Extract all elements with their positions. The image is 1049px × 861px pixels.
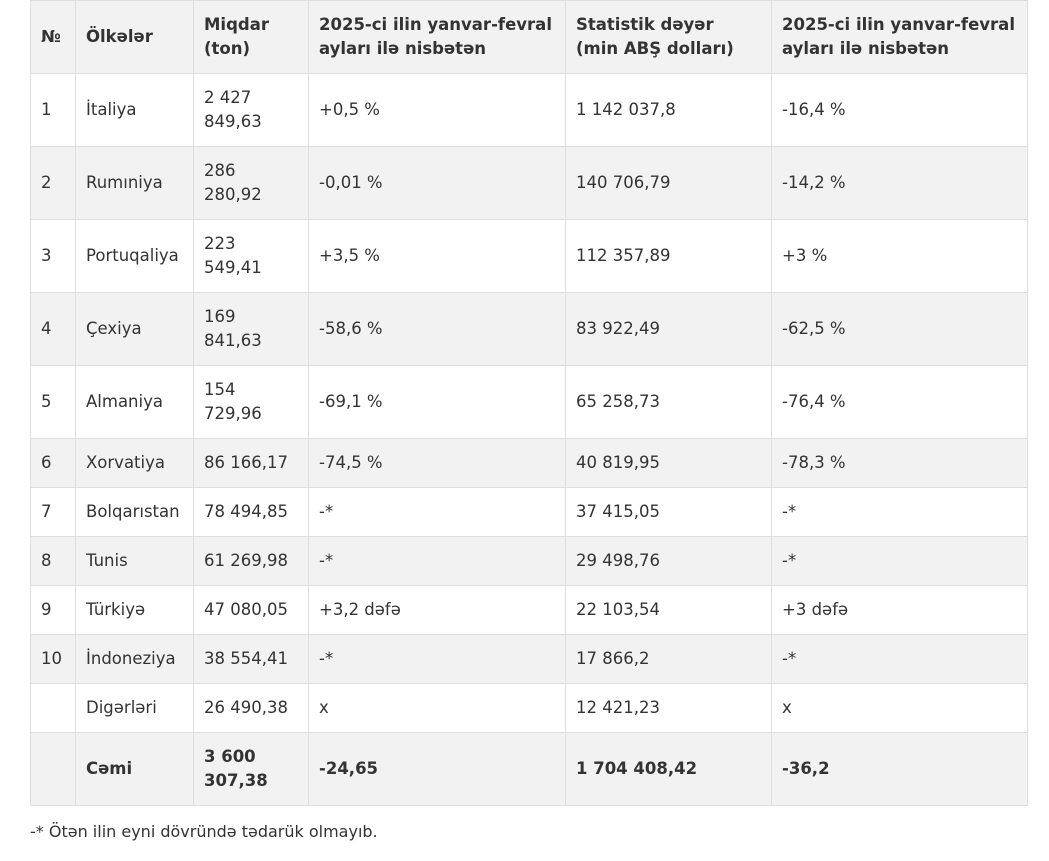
cell: 29 498,76: [565, 536, 772, 586]
cell: 2 427 849,63: [193, 73, 309, 147]
header-cell: Statistik dəyər (min ABŞ dolları): [565, 0, 772, 74]
cell: x: [308, 683, 566, 733]
cell: 22 103,54: [565, 585, 772, 635]
cell: -62,5 %: [771, 292, 1028, 366]
cell: 83 922,49: [565, 292, 772, 366]
cell: Cəmi: [75, 732, 194, 806]
table-row: 1 İtaliya 2 427 849,63 +0,5 % 1 142 037,8 -16…: [30, 73, 1028, 147]
cell: -*: [771, 536, 1028, 586]
cell: 78 494,85: [193, 487, 309, 537]
cell: Almaniya: [75, 365, 194, 439]
table-row: 10 İndoneziya 38 554,41 -* 17 866,2 -*: [30, 634, 1028, 684]
cell: -16,4 %: [771, 73, 1028, 147]
cell: 3 600 307,38: [193, 732, 309, 806]
cell: 37 415,05: [565, 487, 772, 537]
cell: -74,5 %: [308, 438, 566, 488]
cell: 1: [30, 73, 76, 147]
cell: 86 166,17: [193, 438, 309, 488]
cell: 12 421,23: [565, 683, 772, 733]
table-row: 4 Çexiya 169 841,63 -58,6 % 83 922,49 -62,5 %: [30, 292, 1028, 366]
header-cell: Miqdar (ton): [193, 0, 309, 74]
empty-cell: [30, 732, 76, 806]
cell: 1 142 037,8: [565, 73, 772, 147]
cell: 4: [30, 292, 76, 366]
cell: 40 819,95: [565, 438, 772, 488]
cell: 154 729,96: [193, 365, 309, 439]
cell: -24,65: [308, 732, 566, 806]
cell: 7: [30, 487, 76, 537]
cell: 65 258,73: [565, 365, 772, 439]
cell: -0,01 %: [308, 146, 566, 220]
cell: 47 080,05: [193, 585, 309, 635]
cell: -*: [308, 487, 566, 537]
cell: 169 841,63: [193, 292, 309, 366]
header-cell: 2025-ci ilin yanvar-fevral ayları ilə ni…: [308, 0, 566, 74]
cell: -78,3 %: [771, 438, 1028, 488]
cell: +3 dəfə: [771, 585, 1028, 635]
table-row: 3 Portuqaliya 223 549,41 +3,5 % 112 357,89 +3…: [30, 219, 1028, 293]
cell: +3 %: [771, 219, 1028, 293]
cell: 6: [30, 438, 76, 488]
cell: 1 704 408,42: [565, 732, 772, 806]
cell: Rumıniya: [75, 146, 194, 220]
empty-cell: [30, 683, 76, 733]
cell: 2: [30, 146, 76, 220]
cell: -69,1 %: [308, 365, 566, 439]
cell: -*: [308, 536, 566, 586]
cell: 9: [30, 585, 76, 635]
cell: Portuqaliya: [75, 219, 194, 293]
table-row: 6 Xorvatiya 86 166,17 -74,5 % 40 819,95 -78,3…: [30, 438, 1028, 488]
cell: -76,4 %: [771, 365, 1028, 439]
cell: 38 554,41: [193, 634, 309, 684]
cell: -36,2: [771, 732, 1028, 806]
cell: x: [771, 683, 1028, 733]
cell: 286 280,92: [193, 146, 309, 220]
cell: 3: [30, 219, 76, 293]
cell: -*: [771, 487, 1028, 537]
table-row: 8 Tunis 61 269,98 -* 29 498,76 -*: [30, 536, 1028, 586]
cell: 5: [30, 365, 76, 439]
cell: İndoneziya: [75, 634, 194, 684]
cell: 8: [30, 536, 76, 586]
cell: +3,5 %: [308, 219, 566, 293]
header-cell: №: [30, 0, 76, 74]
cell: -*: [771, 634, 1028, 684]
footnote: -* Ötən ilin eyni dövründə tədarük olmay…: [30, 822, 378, 841]
table-row: 7 Bolqarıstan 78 494,85 -* 37 415,05 -*: [30, 487, 1028, 537]
cell: +3,2 dəfə: [308, 585, 566, 635]
cell: 10: [30, 634, 76, 684]
table-row: 5 Almaniya 154 729,96 -69,1 % 65 258,73 -76,4…: [30, 365, 1028, 439]
cell: Çexiya: [75, 292, 194, 366]
cell: -14,2 %: [771, 146, 1028, 220]
cell: Digərləri: [75, 683, 194, 733]
cell: 223 549,41: [193, 219, 309, 293]
table-row: Digərləri 26 490,38 x 12 421,23 x: [30, 683, 1028, 733]
table-row: 9 Türkiyə 47 080,05 +3,2 dəfə 22 103,54 +3 də…: [30, 585, 1028, 635]
cell: Türkiyə: [75, 585, 194, 635]
cell: 140 706,79: [565, 146, 772, 220]
table-body: 1 İtaliya 2 427 849,63 +0,5 % 1 142 037,8 -16…: [30, 73, 1028, 806]
cell: Tunis: [75, 536, 194, 586]
table-row: Cəmi 3 600 307,38 -24,65 1 704 408,42 -36,2: [30, 732, 1028, 806]
cell: 17 866,2: [565, 634, 772, 684]
data-table: № Ölkələr Miqdar (ton) 2025-ci ilin yanvar-…: [30, 0, 1028, 806]
cell: +0,5 %: [308, 73, 566, 147]
header-row: № Ölkələr Miqdar (ton) 2025-ci ilin yanvar-…: [30, 0, 1028, 74]
table-row: 2 Rumıniya 286 280,92 -0,01 % 140 706,79 -14,…: [30, 146, 1028, 220]
cell: İtaliya: [75, 73, 194, 147]
cell: 61 269,98: [193, 536, 309, 586]
cell: -*: [308, 634, 566, 684]
cell: 26 490,38: [193, 683, 309, 733]
header-cell: 2025-ci ilin yanvar-fevral ayları ilə ni…: [771, 0, 1028, 74]
cell: -58,6 %: [308, 292, 566, 366]
header-cell: Ölkələr: [75, 0, 194, 74]
cell: 112 357,89: [565, 219, 772, 293]
cell: Bolqarıstan: [75, 487, 194, 537]
cell: Xorvatiya: [75, 438, 194, 488]
